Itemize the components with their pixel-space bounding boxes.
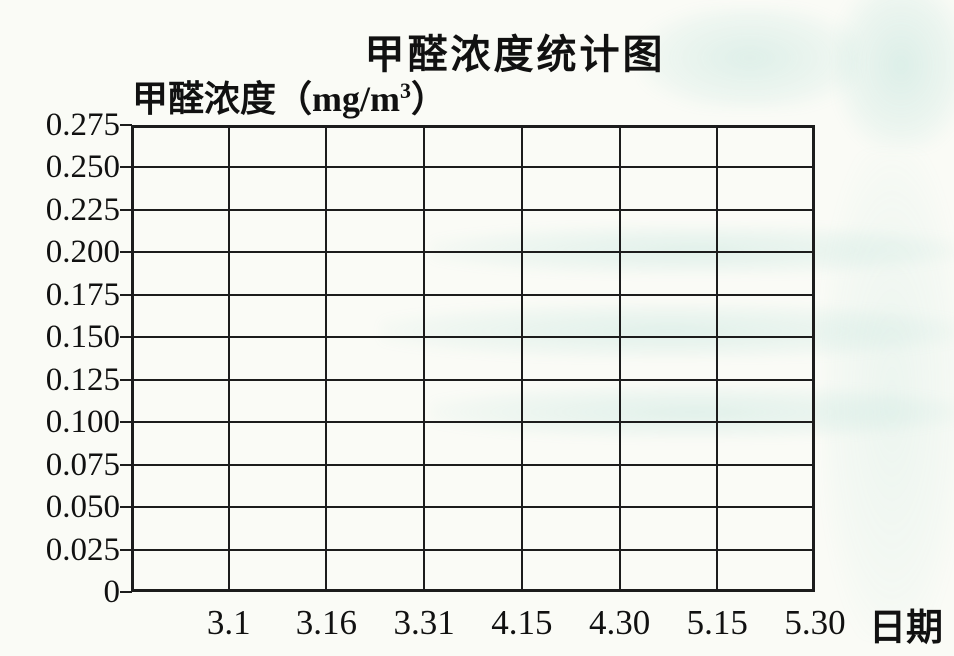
y-tick-label: 0.075 [45, 446, 120, 483]
y-tick-label: 0.225 [45, 191, 120, 228]
gridline-horizontal [134, 293, 812, 296]
x-tick-label: 5.30 [784, 603, 846, 642]
gridline-vertical [520, 128, 523, 589]
chart-title-text: 甲醛浓度统计图 [364, 33, 666, 77]
gridline-vertical [618, 128, 621, 589]
gridline-horizontal [134, 166, 812, 169]
y-tick-label: 0.025 [45, 531, 120, 568]
y-tick-label: 0.250 [45, 149, 120, 186]
y-axis-tick [120, 463, 132, 466]
x-tick-label: 3.1 [206, 603, 251, 642]
y-axis-label-suffix: ） [410, 79, 447, 119]
page-bleed-artifact [822, 150, 954, 640]
y-axis-tick [120, 208, 132, 211]
gridline-vertical [227, 128, 230, 589]
y-axis-label-superscript: 3 [399, 78, 411, 103]
plot-area [131, 125, 815, 592]
y-axis-tick [120, 166, 132, 169]
y-axis-tick [120, 591, 132, 593]
y-axis-tick [120, 336, 132, 339]
y-axis-label-prefix: 甲醛浓度（mg/m [132, 79, 400, 119]
gridline-horizontal [134, 506, 812, 509]
x-tick-label: 3.31 [393, 603, 455, 642]
gridline-vertical [325, 128, 328, 589]
y-axis-tick [120, 251, 132, 254]
x-tick-label: 5.15 [686, 603, 748, 642]
gridline-horizontal [134, 421, 812, 424]
x-tick-label: 4.15 [491, 603, 553, 642]
x-tick-label: 4.30 [588, 603, 651, 642]
gridline-horizontal [134, 336, 812, 339]
chart-title: 甲醛浓度统计图 [0, 22, 954, 80]
y-tick-label: 0.150 [45, 319, 120, 356]
gridline-vertical [716, 128, 719, 589]
gridline-horizontal [134, 548, 812, 551]
x-tick-label: 3.16 [295, 603, 358, 642]
x-axis-label: 日期 [869, 608, 943, 649]
y-tick-label: 0 [103, 574, 121, 610]
y-axis-tick [120, 506, 132, 509]
y-tick-label: 0.100 [45, 404, 120, 441]
gridline-horizontal [134, 378, 812, 381]
gridline-horizontal [134, 251, 812, 254]
y-axis-tick [120, 293, 132, 296]
y-tick-label: 0.275 [45, 107, 120, 143]
y-tick-label: 0.200 [45, 234, 120, 271]
y-axis-label: 甲醛浓度（mg/m3） [132, 70, 447, 122]
y-axis-tick [120, 378, 132, 381]
y-axis-tick [120, 124, 132, 126]
y-axis-tick [120, 548, 132, 551]
y-tick-label: 0.175 [45, 276, 120, 313]
y-tick-label: 0.125 [45, 361, 120, 398]
y-tick-label: 0.050 [45, 489, 120, 526]
gridline-horizontal [134, 463, 812, 466]
gridline-vertical [423, 128, 426, 589]
gridline-horizontal [134, 208, 812, 211]
y-axis-tick [120, 421, 132, 424]
